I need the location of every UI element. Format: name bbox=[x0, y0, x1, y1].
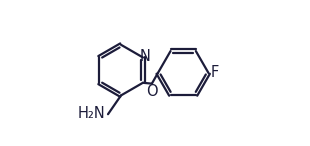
Text: N: N bbox=[140, 49, 150, 64]
Text: F: F bbox=[211, 66, 219, 80]
Text: O: O bbox=[146, 84, 158, 99]
Text: H₂N: H₂N bbox=[78, 106, 105, 121]
